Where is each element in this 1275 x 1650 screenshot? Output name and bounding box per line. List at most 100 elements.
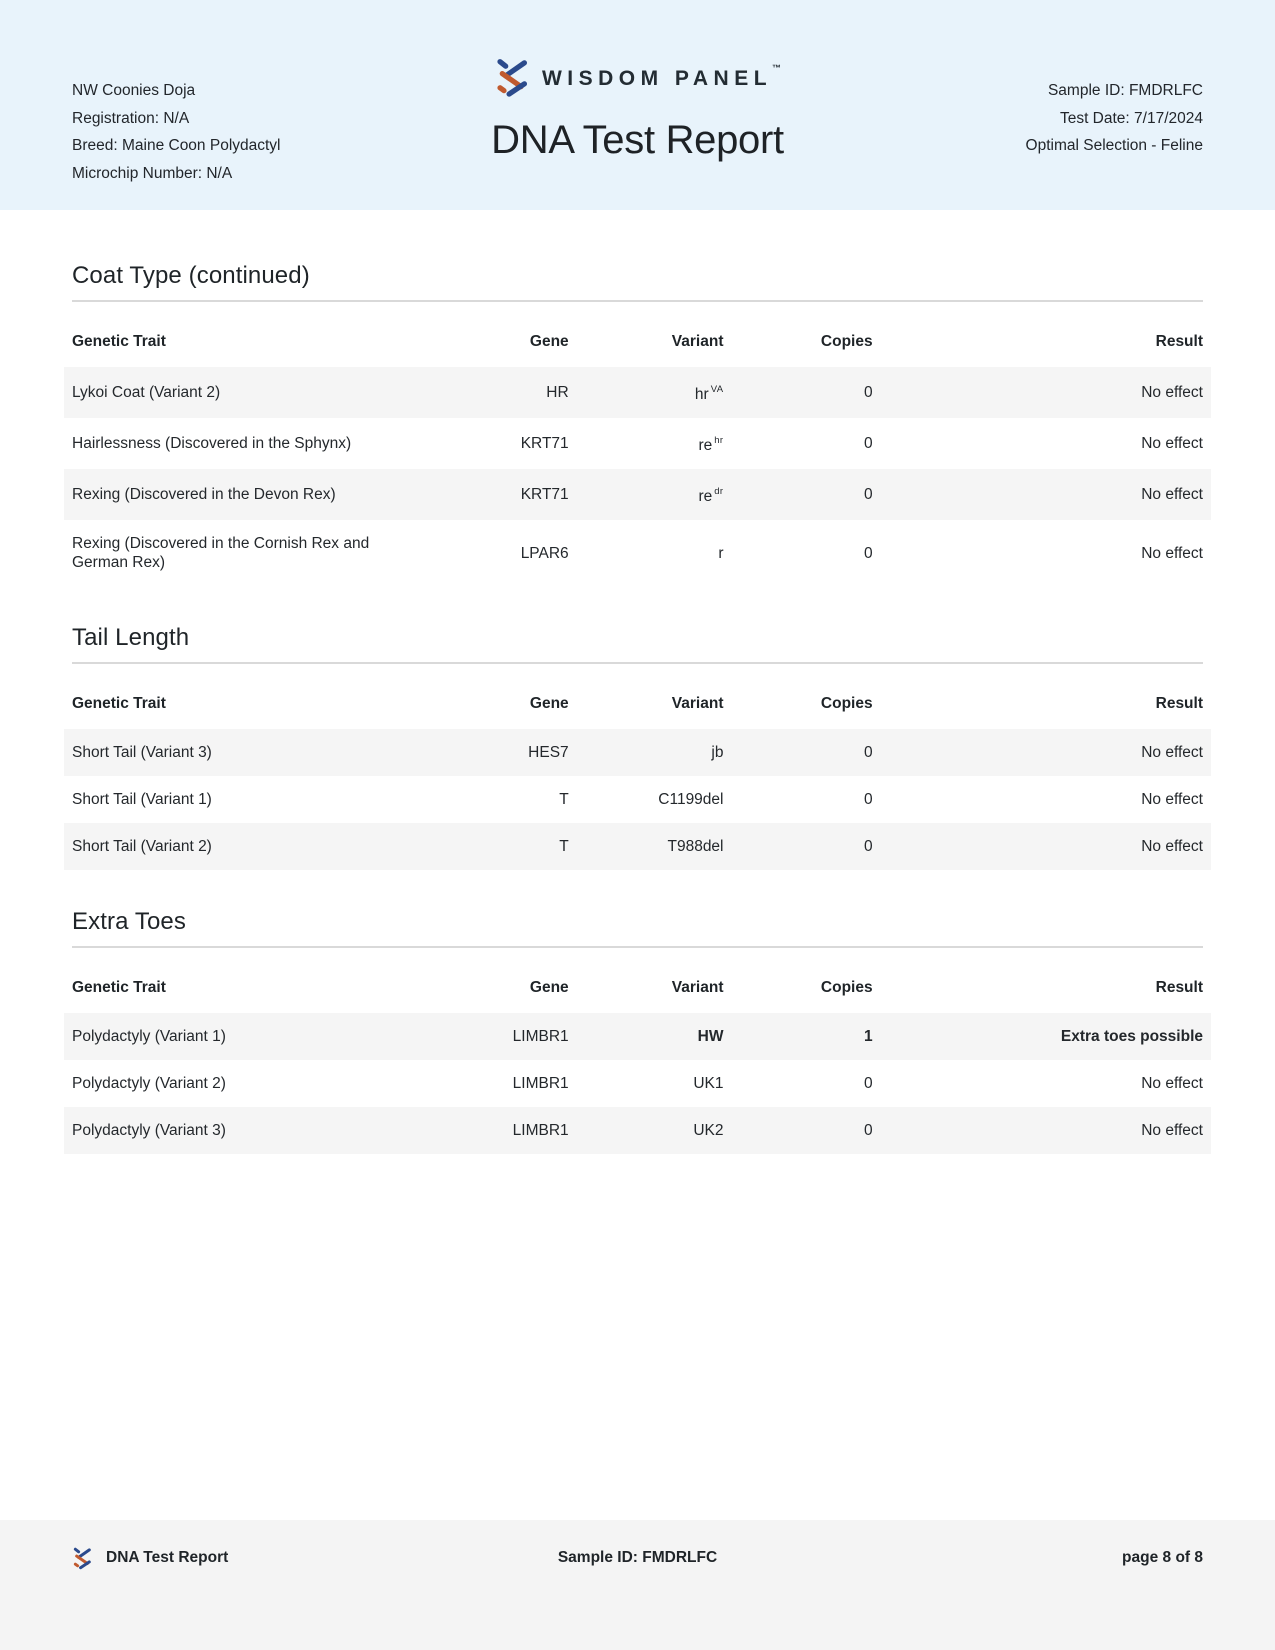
copies-cell: 0 — [863, 435, 873, 453]
result-cell: No effect — [1141, 1075, 1203, 1093]
dna-helix-icon — [72, 1546, 93, 1570]
table-row: Short Tail (Variant 2) T T988del 0 No effect — [64, 823, 1211, 871]
column-header: Genetic Trait — [72, 695, 166, 713]
table-row: Rexing (Discovered in the Cornish Rex an… — [64, 520, 1211, 586]
table-header-row: Genetic Trait Gene Variant Copies Result — [64, 969, 1211, 1013]
result-cell: No effect — [1141, 544, 1203, 562]
section-title: Extra Toes — [72, 908, 186, 936]
column-header: Variant — [671, 333, 724, 350]
variant-cell: T988del — [667, 838, 724, 856]
copies-cell: 0 — [863, 384, 873, 402]
report-header: NW Coonies Doja Registration: N/A Breed:… — [0, 0, 1275, 210]
gene-cell: LPAR6 — [520, 544, 569, 562]
pet-breed: Breed: Maine Coon Polydactyl — [72, 137, 281, 155]
column-header: Result — [1155, 333, 1203, 350]
product-name: Optimal Selection - Feline — [1025, 137, 1203, 155]
column-header: Genetic Trait — [72, 333, 166, 350]
gene-cell: LIMBR1 — [512, 1075, 569, 1093]
gene-cell: KRT71 — [520, 486, 569, 504]
report-footer: DNA Test Report Sample ID: FMDRLFC page … — [0, 1520, 1275, 1650]
footer-page-number: page 8 of 8 — [1122, 1549, 1203, 1566]
footer-left: DNA Test Report — [72, 1546, 228, 1570]
table-row: Polydactyly (Variant 3) LIMBR1 UK2 0 No effe… — [64, 1107, 1211, 1155]
variant-cell: C1199del — [658, 791, 724, 809]
trait-section: Tail Length Genetic Trait Gene Variant Copie… — [64, 624, 1211, 871]
gene-cell: T — [559, 838, 569, 856]
copies-cell: 0 — [863, 486, 873, 504]
report-body: Coat Type (continued) Genetic Trait Gene Va… — [0, 262, 1275, 1155]
trait-sections: Coat Type (continued) Genetic Trait Gene Va… — [64, 262, 1211, 1155]
table-row: Short Tail (Variant 3) HES7 jb 0 No effect — [64, 729, 1211, 777]
result-cell: No effect — [1141, 791, 1203, 809]
variant-superscript: VA — [710, 384, 724, 395]
table-row: Lykoi Coat (Variant 2) HR hr VA 0 No effect — [64, 367, 1211, 419]
gene-cell: HES7 — [528, 744, 569, 762]
gene-cell: LIMBR1 — [512, 1028, 569, 1046]
trait-cell: Polydactyly (Variant 1) — [72, 1028, 226, 1046]
variant-cell: re dr — [698, 486, 724, 506]
variant-cell: r — [718, 544, 724, 562]
traits-table: Genetic Trait Gene Variant Copies Result Poly… — [64, 969, 1211, 1155]
column-header: Genetic Trait — [72, 979, 166, 997]
variant-cell: re hr — [698, 435, 724, 455]
dna-helix-icon — [494, 56, 531, 98]
table-row: Polydactyly (Variant 2) LIMBR1 UK1 0 No effe… — [64, 1060, 1211, 1107]
result-cell: No effect — [1141, 744, 1203, 762]
gene-cell: T — [559, 791, 569, 809]
gene-cell: KRT71 — [520, 435, 569, 453]
page-title: DNA Test Report — [491, 118, 784, 162]
trait-cell: Rexing (Discovered in the Cornish Rex an… — [72, 535, 370, 572]
copies-cell: 0 — [863, 1075, 873, 1093]
variant-superscript: dr — [714, 486, 724, 498]
trait-section: Extra Toes Genetic Trait Gene Variant Copies… — [64, 908, 1211, 1155]
trait-cell: Hairlessness (Discovered in the Sphynx) — [72, 435, 352, 453]
gene-cell: HR — [546, 384, 569, 402]
traits-table: Genetic Trait Gene Variant Copies Result Shor… — [64, 685, 1211, 871]
test-date: Test Date: 7/17/2024 — [1059, 109, 1203, 127]
trait-cell: Polydactyly (Variant 3) — [72, 1122, 226, 1140]
pet-info-block: NW Coonies Doja Registration: N/A Breed:… — [72, 77, 281, 188]
trait-section: Coat Type (continued) Genetic Trait Gene Va… — [64, 262, 1211, 586]
table-row: Short Tail (Variant 1) T C1199del 0 No effec… — [64, 776, 1211, 823]
copies-cell: 0 — [863, 544, 873, 562]
section-title-underline: Tail Length — [72, 624, 1203, 665]
footer-report-label: DNA Test Report — [106, 1549, 229, 1566]
column-header: Gene — [529, 333, 569, 350]
column-header: Result — [1155, 979, 1203, 997]
variant-cell: hr VA — [694, 384, 724, 404]
trait-cell: Polydactyly (Variant 2) — [72, 1075, 226, 1093]
copies-cell: 1 — [863, 1028, 873, 1046]
variant-cell: UK1 — [693, 1075, 724, 1093]
traits-table: Genetic Trait Gene Variant Copies Result Lyko… — [64, 323, 1211, 586]
gene-cell: LIMBR1 — [512, 1122, 569, 1140]
result-cell: No effect — [1141, 486, 1203, 504]
variant-cell: jb — [711, 744, 724, 762]
section-title-underline: Extra Toes — [72, 908, 1203, 949]
result-cell: No effect — [1141, 838, 1203, 856]
sample-info-block: Sample ID: FMDRLFC Test Date: 7/17/2024 … — [1026, 77, 1203, 160]
copies-cell: 0 — [863, 744, 873, 762]
table-row: Rexing (Discovered in the Devon Rex) KRT7… — [64, 469, 1211, 521]
table-header-row: Genetic Trait Gene Variant Copies Result — [64, 685, 1211, 729]
variant-cell: UK2 — [693, 1122, 724, 1140]
table-row: Polydactyly (Variant 1) LIMBR1 HW 1 Extra to… — [64, 1013, 1211, 1061]
copies-cell: 0 — [863, 791, 873, 809]
column-header: Gene — [529, 695, 569, 713]
footer-sample-id: Sample ID: FMDRLFC — [557, 1549, 718, 1566]
result-cell: No effect — [1141, 384, 1203, 402]
copies-cell: 0 — [863, 1122, 873, 1140]
trait-cell: Short Tail (Variant 2) — [72, 838, 212, 856]
column-header: Copies — [820, 979, 873, 997]
column-header: Copies — [820, 333, 873, 350]
variant-superscript: hr — [714, 435, 724, 447]
column-header: Variant — [671, 695, 724, 713]
column-header: Gene — [529, 979, 569, 997]
column-header: Variant — [671, 979, 724, 997]
variant-cell: HW — [697, 1028, 724, 1046]
table-row: Hairlessness (Discovered in the Sphynx) K… — [64, 418, 1211, 469]
section-title: Coat Type (continued) — [72, 262, 310, 289]
brand-name: WISDOM PANEL™ — [541, 63, 782, 90]
table-header-row: Genetic Trait Gene Variant Copies Result — [64, 323, 1211, 367]
pet-microchip: Microchip Number: N/A — [72, 165, 233, 183]
brand-block: WISDOM PANEL™ DNA Test Report — [0, 56, 1275, 163]
